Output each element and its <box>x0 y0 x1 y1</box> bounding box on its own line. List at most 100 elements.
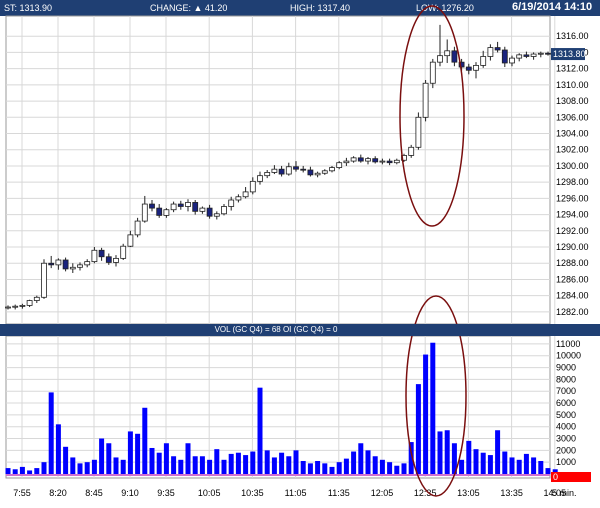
candle-body <box>509 57 515 64</box>
volume-bar <box>487 455 493 474</box>
x-tick-label: 13:35 <box>500 488 523 498</box>
candle-body <box>134 220 141 236</box>
volume-bar <box>12 469 18 474</box>
volume-bar <box>336 462 342 474</box>
volume-bar <box>516 459 522 474</box>
candle-body <box>357 157 364 162</box>
volume-y-tick-label: 4000 <box>556 422 576 432</box>
volume-bar <box>495 430 501 474</box>
change-text: CHANGE: ▲ 41.20 <box>150 3 228 13</box>
volume-y-tick-label: 5000 <box>556 410 576 420</box>
quote-header: ST: 1313.90 CHANGE: ▲ 41.20 HIGH: 1317.4… <box>0 0 600 16</box>
candle-body <box>523 54 530 57</box>
candle <box>465 63 472 75</box>
volume-y-tick-label: 9000 <box>556 363 576 373</box>
candle-body <box>264 172 271 177</box>
candle <box>336 161 343 170</box>
candle <box>271 165 278 175</box>
price-y-tick-label: 1300.00 <box>556 161 589 171</box>
volume-bar <box>415 384 421 474</box>
candle-body <box>98 249 105 258</box>
price-y-tick-label: 1306.00 <box>556 112 589 122</box>
candle <box>343 157 350 166</box>
low-text: LOW: 1276.20 <box>416 3 474 13</box>
price-y-tick-label: 1302.00 <box>556 145 589 155</box>
volume-bar <box>142 407 148 474</box>
x-tick-label: 12:05 <box>371 488 394 498</box>
candle-body <box>84 261 91 266</box>
candle <box>300 165 307 173</box>
candle <box>314 171 321 178</box>
candle <box>509 55 515 67</box>
volume-bar <box>293 450 299 474</box>
candle-body <box>350 157 357 162</box>
volume-bar <box>351 451 357 474</box>
candle-body <box>199 207 206 212</box>
volume-bar <box>199 456 205 474</box>
volume-bar <box>207 459 213 474</box>
volume-bar <box>48 392 54 474</box>
price-y-tick-label: 1288.00 <box>556 258 589 268</box>
volume-bar <box>19 466 25 474</box>
price-y-tick-label: 1292.00 <box>556 226 589 236</box>
price-y-tick-label: 1294.00 <box>556 210 589 220</box>
candle-body <box>271 168 278 173</box>
volume-bar <box>322 463 328 474</box>
candle <box>444 39 451 63</box>
candle <box>307 166 314 177</box>
candle-body <box>156 207 163 216</box>
volume-bar <box>55 424 61 474</box>
volume-bar <box>430 342 436 474</box>
volume-bar <box>185 443 191 474</box>
candle-body <box>62 259 69 270</box>
candle <box>77 262 83 271</box>
price-y-tick-label: 1316.00 <box>556 31 589 41</box>
volume-bar <box>27 470 33 474</box>
candle-body <box>429 61 436 84</box>
high-text: HIGH: 1317.40 <box>290 3 351 13</box>
volume-y-tick-label: 11000 <box>556 339 580 349</box>
candle <box>379 158 386 165</box>
volume-bar <box>466 440 472 474</box>
volume-bar <box>480 452 486 474</box>
candle <box>249 177 256 195</box>
volume-bar <box>163 443 169 474</box>
candle <box>516 53 523 62</box>
candle-body <box>91 249 98 263</box>
volume-bar <box>243 455 249 474</box>
candle <box>235 194 242 203</box>
candle-body <box>379 160 386 163</box>
candle <box>437 24 443 67</box>
volume-bar <box>509 457 515 474</box>
candle-body <box>185 202 191 207</box>
last-price-tag-text: 1313.80 <box>553 49 586 59</box>
candle-body <box>307 169 314 176</box>
candle-body <box>321 170 328 174</box>
candle-body <box>537 52 544 55</box>
candle-body <box>494 47 501 51</box>
candle-body <box>55 259 62 266</box>
volume-bar <box>523 453 529 474</box>
volume-bar <box>502 451 508 474</box>
zero-tag <box>551 472 591 482</box>
candle-body <box>249 180 256 193</box>
candle <box>199 206 206 214</box>
candle <box>257 171 263 185</box>
candle-body <box>487 47 494 57</box>
volume-bar <box>279 452 285 474</box>
volume-bar <box>531 457 537 474</box>
x-unit-label: 5 min. <box>552 488 577 498</box>
candle <box>473 62 479 79</box>
volume-bar <box>444 430 450 474</box>
candle-body <box>465 66 472 71</box>
candle <box>185 199 191 212</box>
volume-bar <box>34 468 40 474</box>
x-tick-label: 12:35 <box>414 488 437 498</box>
candle <box>134 217 141 238</box>
volume-title-bar: VOL (GC Q4) = 68 OI (GC Q4) = 0 <box>0 324 600 336</box>
candle <box>393 158 400 165</box>
candle <box>26 299 33 308</box>
candle-body <box>213 213 220 217</box>
candle-body <box>451 50 458 63</box>
candle <box>293 161 299 172</box>
